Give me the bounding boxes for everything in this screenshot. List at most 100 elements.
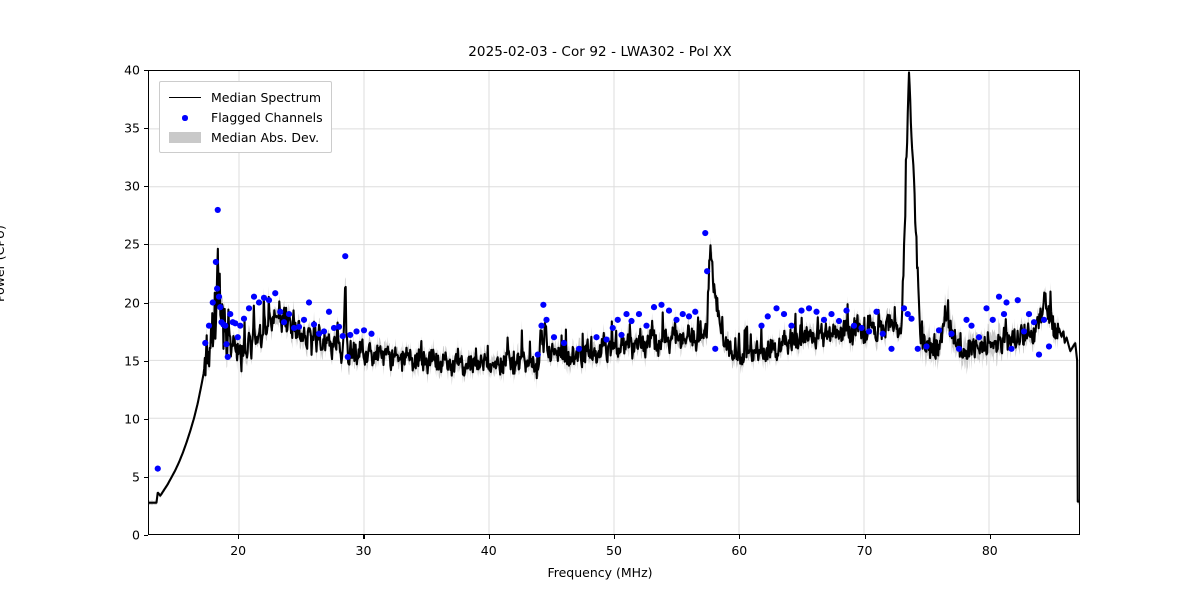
flagged-channel-point	[212, 258, 219, 266]
flagged-channel-point	[850, 322, 858, 329]
flagged-channel-point	[623, 310, 630, 318]
flagged-channel-point	[628, 317, 635, 325]
flagged-channel-point	[679, 310, 686, 318]
flagged-channel-point	[353, 328, 360, 335]
flagged-channel-point	[285, 310, 293, 318]
y-axis-label: Power (CPU)	[0, 225, 7, 302]
flagged-channel-point	[543, 316, 550, 323]
flagged-channel-point	[245, 305, 253, 312]
flagged-channel-point	[315, 330, 323, 337]
flagged-channel-point	[1040, 316, 1048, 323]
flagged-channel-point	[310, 321, 318, 328]
flagged-channel-point	[908, 315, 915, 322]
flagged-channel-point	[704, 268, 711, 275]
flagged-channel-point	[900, 305, 908, 312]
flagged-channel-point	[1020, 328, 1028, 335]
flagged-channel-point	[1025, 310, 1033, 318]
flagged-channel-point	[154, 465, 161, 472]
flagged-channel-point	[702, 229, 709, 237]
flagged-channel-point	[805, 305, 813, 312]
x-tick-label: 20	[230, 543, 247, 558]
x-tick-mark	[614, 535, 616, 539]
x-tick-mark	[238, 535, 240, 539]
x-tick-mark	[864, 535, 866, 539]
flagged-channel-point	[983, 305, 990, 312]
flagged-channel-point	[305, 299, 313, 306]
legend-line-swatch	[166, 89, 204, 105]
chart-legend: Median Spectrum Flagged Channels Median …	[159, 81, 332, 153]
flagged-channel-point	[593, 334, 600, 341]
legend-label: Median Abs. Dev.	[211, 129, 320, 145]
flagged-channel-point	[300, 316, 308, 323]
x-tick-label: 60	[731, 543, 748, 558]
y-tick-label: 15	[124, 353, 140, 369]
flagged-channel-point	[339, 332, 346, 340]
y-tick-label: 5	[132, 469, 140, 485]
flagged-channel-point	[209, 299, 216, 306]
plot-area: Median Spectrum Flagged Channels Median …	[148, 70, 1080, 535]
x-tick-mark	[488, 535, 490, 539]
legend-patch-swatch	[166, 129, 204, 145]
flagged-channel-point	[214, 285, 221, 292]
y-tick-label: 40	[124, 62, 140, 78]
flagged-channel-point	[658, 301, 665, 308]
flagged-channel-point	[223, 341, 230, 348]
median-spectrum-line	[149, 71, 1079, 504]
x-tick-label: 40	[480, 543, 497, 558]
flagged-channel-point	[843, 307, 850, 314]
flagged-channel-point	[935, 327, 943, 334]
flagged-channel-point	[1008, 345, 1015, 352]
y-tick-label: 25	[124, 236, 140, 252]
flagged-channel-point	[360, 327, 368, 334]
x-axis-label: Frequency (MHz)	[547, 565, 653, 580]
flagged-channel-point	[858, 324, 865, 332]
flagged-channel-point	[1003, 299, 1010, 306]
flagged-channel-point	[232, 320, 239, 327]
flagged-channel-point	[538, 322, 545, 329]
legend-entry-median-abs-dev: Median Abs. Dev.	[166, 127, 323, 147]
flagged-channel-point	[1030, 319, 1038, 326]
legend-label: Median Spectrum	[211, 89, 322, 105]
flagged-channel-point	[277, 308, 284, 315]
flagged-channel-point	[1014, 297, 1021, 304]
flagged-channel-point	[798, 307, 805, 314]
flagged-channel-point	[923, 343, 930, 350]
flagged-channel-point	[215, 293, 223, 300]
flagged-channel-point	[1000, 310, 1008, 318]
flagged-channel-point	[614, 316, 621, 323]
flagged-channel-point	[335, 323, 343, 330]
flagged-channel-point	[290, 324, 298, 332]
flagged-channel-point	[904, 310, 911, 318]
flagged-channel-point	[955, 345, 963, 352]
flagged-channel-point	[888, 345, 895, 352]
spectrum-plot	[149, 71, 1079, 534]
flagged-channel-point	[272, 290, 279, 297]
flagged-channel-point	[603, 336, 610, 343]
flagged-channel-point	[260, 294, 268, 301]
legend-entry-median-spectrum: Median Spectrum	[166, 87, 323, 107]
flagged-channel-point	[989, 316, 996, 323]
flagged-channel-point	[1035, 351, 1043, 358]
flagged-channel-point	[685, 313, 693, 320]
flagged-channel-point	[540, 301, 547, 308]
flagged-channel-point	[764, 313, 771, 320]
flagged-channel-point	[205, 322, 213, 329]
flagged-channel-point	[673, 316, 680, 323]
flagged-channel-point	[330, 324, 338, 332]
legend-label: Flagged Channels	[211, 109, 323, 125]
flagged-channel-point	[342, 253, 349, 260]
flagged-channel-point	[865, 328, 873, 335]
x-tick-label: 50	[606, 543, 622, 558]
grid-lines	[149, 71, 1079, 534]
flagged-channel-point	[280, 319, 288, 326]
flagged-channel-point	[692, 308, 699, 315]
flagged-channel-point	[758, 322, 765, 329]
y-tick-mark	[144, 535, 148, 537]
flagged-channel-point	[534, 351, 541, 358]
x-tick-mark	[363, 535, 365, 539]
y-tick-label: 35	[124, 120, 140, 136]
flagged-channel-point	[618, 331, 625, 338]
flagged-channel-point	[712, 345, 719, 352]
x-tick-label: 80	[981, 543, 998, 558]
flagged-channel-point	[820, 316, 828, 323]
